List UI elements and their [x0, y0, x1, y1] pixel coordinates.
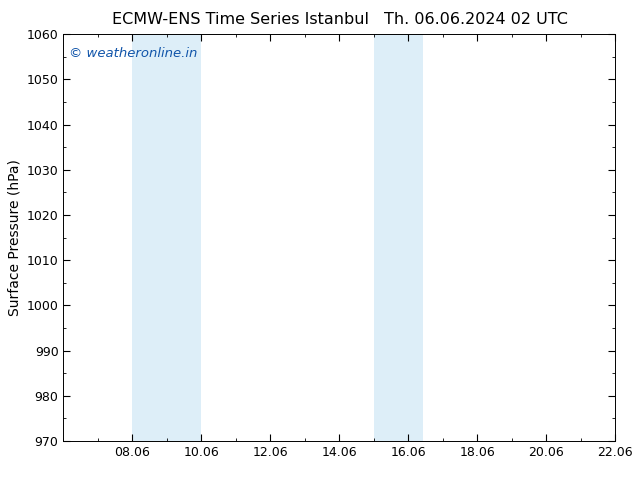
Y-axis label: Surface Pressure (hPa): Surface Pressure (hPa) — [7, 159, 21, 316]
Text: ECMW-ENS Time Series Istanbul: ECMW-ENS Time Series Istanbul — [112, 12, 370, 27]
Text: Th. 06.06.2024 02 UTC: Th. 06.06.2024 02 UTC — [384, 12, 567, 27]
Text: © weatheronline.in: © weatheronline.in — [69, 47, 197, 59]
Bar — [133, 34, 202, 441]
Bar — [373, 34, 424, 441]
